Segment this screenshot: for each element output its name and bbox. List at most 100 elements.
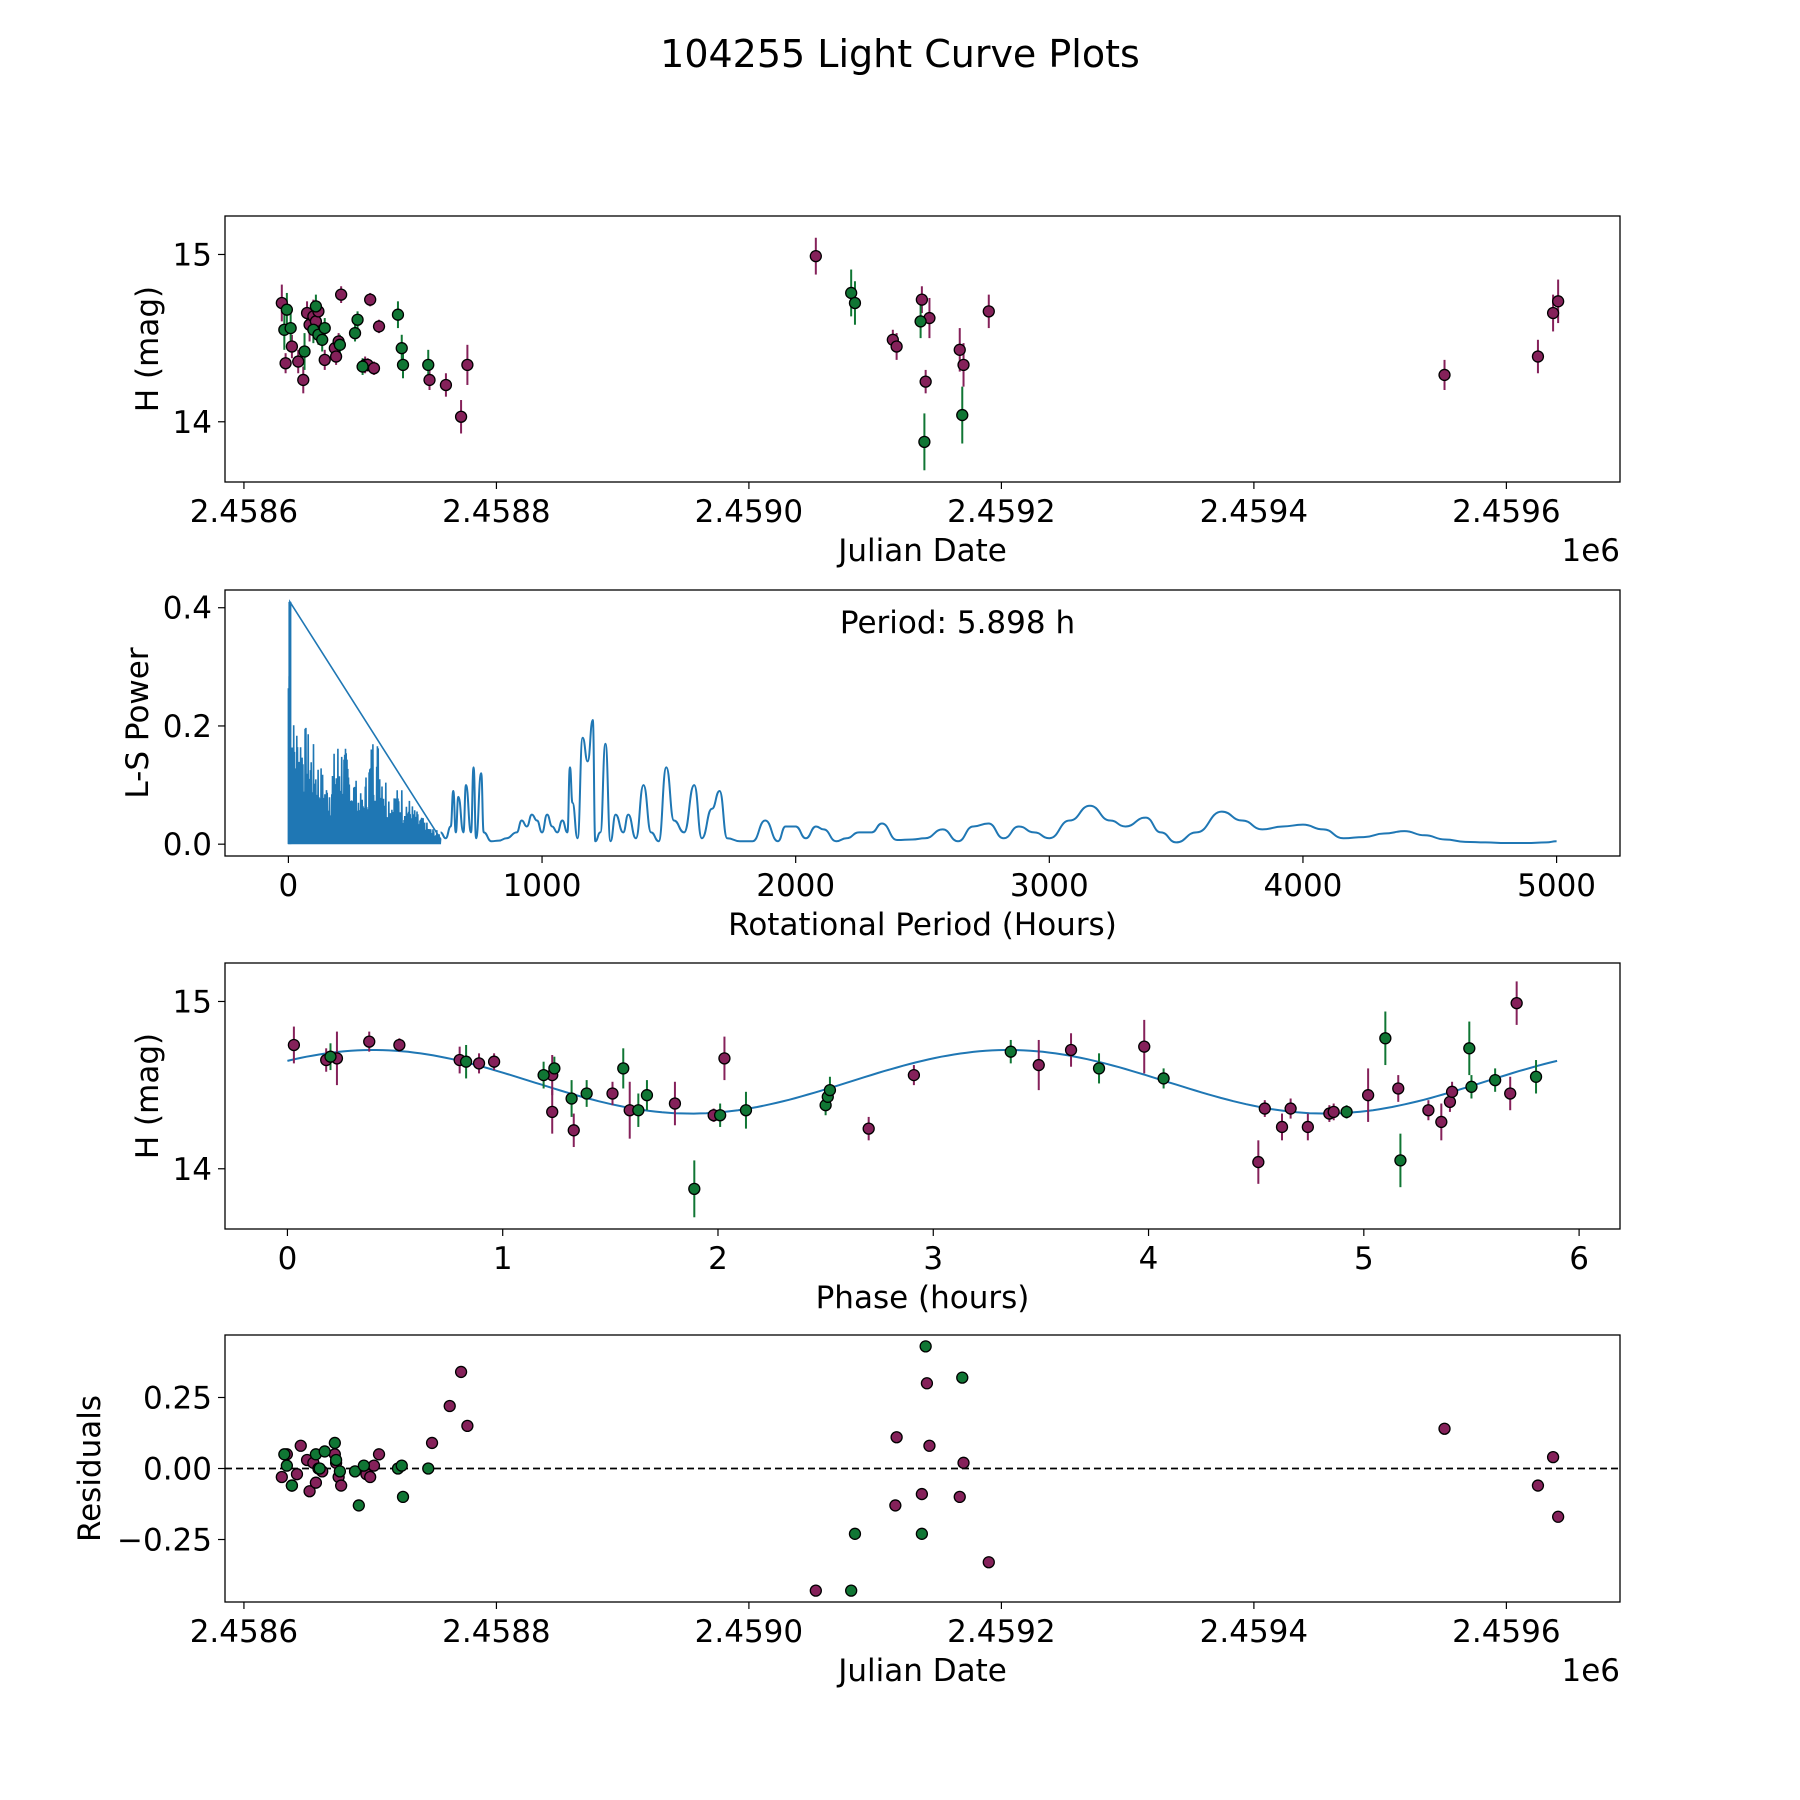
x-tick-label: 0 [278, 1241, 298, 1277]
y-tick-label: 14 [173, 1152, 212, 1188]
data-point-purple [1258, 1102, 1271, 1115]
data-point-green [352, 1499, 365, 1512]
data-point-green [915, 1527, 929, 1540]
x-tick-label: 2.4590 [695, 1614, 803, 1650]
data-point-green [1465, 1080, 1478, 1093]
data-point-purple [1438, 1422, 1451, 1435]
data-point-purple [1422, 1104, 1435, 1117]
data-point-purple [423, 373, 436, 387]
data-point-purple [920, 1377, 934, 1390]
data-point-purple [1435, 1115, 1448, 1129]
data-point-green [422, 1462, 435, 1475]
data-point-purple [297, 373, 310, 387]
data-point-green [391, 308, 405, 321]
data-point-purple [439, 378, 453, 392]
data-point-purple [487, 1055, 501, 1068]
data-point-green [328, 1436, 341, 1450]
data-point-purple [915, 1487, 929, 1501]
data-point-green [1394, 1154, 1407, 1167]
data-point-green [848, 296, 862, 310]
data-point-green [640, 1089, 654, 1102]
data-point-purple [472, 1057, 486, 1070]
data-point-green [357, 1459, 371, 1472]
data-point-purple [546, 1105, 559, 1119]
data-point-purple [334, 288, 348, 301]
data-point-purple [372, 320, 386, 333]
data-point-purple [294, 1439, 307, 1452]
plot-area [225, 1340, 1620, 1597]
x-tick-label: 3 [923, 1241, 943, 1277]
data-point-purple [862, 1122, 875, 1135]
data-point-green [845, 1584, 858, 1597]
x-tick-label: 5 [1354, 1241, 1374, 1277]
data-point-purple [454, 1365, 468, 1379]
data-point-purple [1327, 1105, 1340, 1119]
data-point-green [823, 1083, 837, 1097]
data-point-purple [718, 1052, 731, 1065]
data-point-purple [982, 305, 995, 318]
data-point-green [333, 1465, 347, 1478]
data-point-green [1488, 1073, 1502, 1087]
data-point-green [713, 1109, 727, 1122]
data-point-green [632, 1104, 645, 1117]
plot-area [287, 981, 1558, 1218]
x-tick-label: 2 [708, 1241, 728, 1277]
data-point-purple [809, 250, 822, 263]
data-point-purple [923, 1439, 936, 1452]
data-point-purple [329, 350, 343, 363]
period-annotation: Period: 5.898 h [840, 605, 1075, 641]
data-point-purple [1551, 1510, 1565, 1523]
y-tick-label: 14 [173, 405, 212, 441]
data-point-purple [425, 1436, 439, 1450]
data-point-purple [318, 353, 331, 367]
data-point-purple [287, 1038, 301, 1052]
data-point-purple [567, 1124, 580, 1137]
y-tick-label: 0.25 [143, 1380, 212, 1416]
data-point-purple [290, 1468, 304, 1481]
data-point-purple [1551, 295, 1565, 308]
x-axis-label: Julian Date [836, 1653, 1007, 1689]
data-point-purple [1301, 1120, 1314, 1134]
data-point-green [459, 1055, 473, 1068]
data-point-purple [372, 1448, 386, 1461]
data-point-purple [809, 1584, 822, 1597]
y-tick-label: 0.00 [143, 1452, 212, 1488]
x-tick-label: 2.4590 [695, 494, 803, 530]
data-point-purple [1284, 1102, 1297, 1115]
data-point-purple [279, 357, 292, 370]
data-point-green [565, 1092, 578, 1105]
data-point-green [356, 360, 369, 373]
data-point-green [348, 1465, 362, 1478]
x-tick-label: 2.4594 [1200, 1614, 1308, 1650]
data-point-green [1004, 1045, 1017, 1058]
data-point-purple [363, 1035, 376, 1048]
data-point-purple [364, 1470, 377, 1484]
y-tick-label: 0.4 [163, 591, 212, 627]
data-point-green [278, 1448, 291, 1461]
data-point-green [309, 300, 323, 313]
data-point-purple [1252, 1155, 1265, 1169]
data-point-purple [443, 1399, 456, 1413]
panel-periodogram: 0 1000 2000 3000 4000 5000 0.0 0.2 0.4 Rotational… [120, 589, 1621, 943]
data-point-green [333, 338, 347, 351]
x-tick-label: 2.4586 [190, 1614, 298, 1650]
data-point-green [1340, 1105, 1353, 1119]
axes-frame [224, 215, 1621, 483]
x-axis-label: Julian Date [836, 533, 1007, 569]
data-point-green [1529, 1070, 1543, 1083]
data-point-purple [957, 1456, 970, 1469]
data-point-green [1379, 1032, 1392, 1045]
data-point-purple [890, 1431, 903, 1444]
data-point-purple [1546, 1450, 1560, 1464]
axes-frame [224, 962, 1621, 1230]
x-offset-label: 1e6 [1561, 1653, 1620, 1689]
data-point-green [318, 1445, 331, 1458]
x-tick-label: 3000 [1010, 868, 1089, 904]
data-point-purple [367, 1459, 381, 1472]
data-point-green [318, 321, 331, 335]
data-point-purple [1504, 1087, 1517, 1100]
x-tick-label: 2.4596 [1452, 494, 1560, 530]
panel-lightcurve: 2.4586 2.4588 2.4590 2.4592 2.4594 2.4596 14 15… [130, 215, 1621, 569]
data-point-purple [1138, 1040, 1151, 1053]
y-axis-label: Residuals [72, 1395, 108, 1542]
